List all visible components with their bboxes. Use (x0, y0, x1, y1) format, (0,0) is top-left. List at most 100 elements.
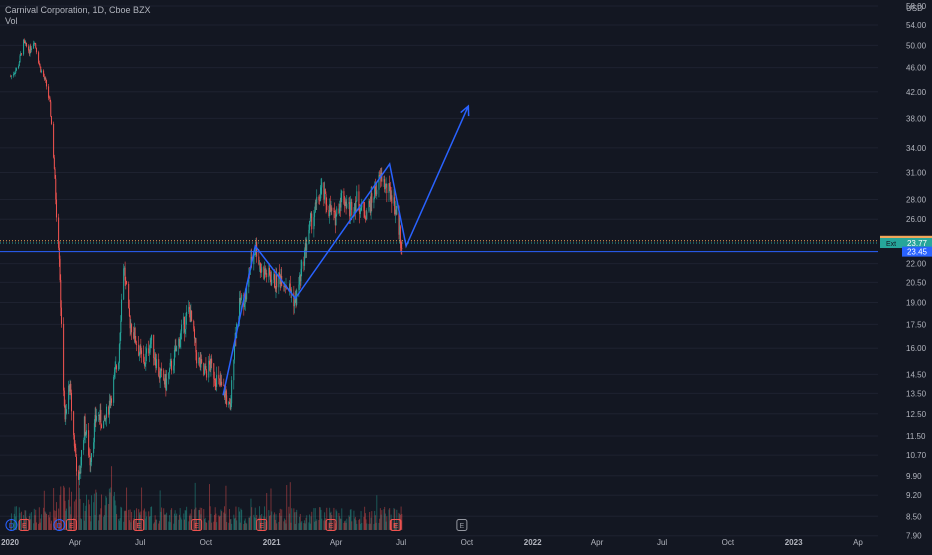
volume-bar (343, 522, 345, 530)
volume-bar (224, 506, 225, 530)
volume-bar (348, 515, 350, 530)
candle-body (298, 284, 300, 290)
candle-body (225, 391, 227, 396)
volume-bar (138, 512, 140, 530)
volume-bar (324, 518, 326, 530)
volume-bar (113, 496, 115, 530)
price-tick-label: 16.00 (906, 344, 927, 353)
volume-bar (281, 509, 283, 530)
volume-bar (395, 523, 397, 530)
candle-body (195, 338, 197, 353)
volume-bar (304, 523, 306, 530)
candle-body (168, 368, 170, 373)
candle-body (304, 249, 306, 266)
candle-body (231, 380, 233, 404)
volume-bar (158, 523, 160, 530)
volume-bar (23, 519, 25, 530)
volume-bar (78, 465, 80, 530)
candle-body (100, 409, 102, 425)
candle-body (60, 307, 62, 324)
candle-body (96, 415, 98, 421)
volume-bar (311, 511, 313, 530)
candle-body (184, 329, 186, 333)
volume-bar (39, 522, 41, 530)
candle-body (301, 261, 303, 269)
volume-bar (154, 515, 156, 530)
volume-bar (45, 514, 47, 530)
volume-bar (389, 508, 391, 530)
volume-bar (173, 523, 175, 530)
volume-bar (179, 508, 181, 530)
candle-body (89, 456, 91, 466)
candle-body (328, 209, 330, 217)
volume-bar (319, 507, 321, 530)
volume-bar (23, 515, 25, 530)
candle-body (384, 184, 386, 190)
candle-body (314, 212, 316, 218)
time-tick-label: 2020 (1, 538, 19, 547)
candle-body (365, 218, 367, 220)
candle-body (15, 68, 17, 71)
volume-bar (103, 515, 105, 530)
volume-bar (163, 514, 165, 530)
candle-body (306, 243, 308, 251)
volume-bar (214, 507, 216, 530)
candle-body (128, 283, 130, 309)
volume-bar (366, 523, 368, 530)
volume-bar (359, 518, 361, 530)
candle-body (269, 274, 271, 280)
extended-badge-label-bg (880, 238, 902, 249)
volume-bar (65, 508, 67, 530)
candle-body (284, 285, 286, 287)
volume-bar (184, 510, 186, 530)
volume-bar (120, 506, 122, 530)
volume-bar (59, 494, 61, 530)
candle-body (273, 274, 275, 280)
time-tick-label: 2022 (524, 538, 542, 547)
candle-body (68, 385, 70, 410)
candle-body (175, 347, 177, 352)
volume-bar (223, 512, 225, 530)
candle-body (294, 300, 296, 307)
volume-bar (140, 511, 142, 530)
candle-body (359, 210, 361, 214)
volume-bar (279, 508, 281, 530)
candle-body (153, 334, 155, 359)
volume-bar (290, 522, 292, 530)
candle-body (353, 211, 355, 216)
candle-body (223, 385, 225, 387)
volume-bar (218, 516, 220, 530)
candle-body (201, 359, 203, 363)
candle-body (343, 191, 345, 204)
candle-body (214, 379, 216, 383)
volume-bar (183, 519, 185, 530)
candle-body (344, 203, 346, 206)
candle-body (374, 186, 376, 199)
candle-body (40, 70, 42, 73)
volume-bar (95, 489, 97, 530)
volume-bar (81, 519, 82, 530)
volume-bar (295, 512, 297, 530)
candle-body (260, 268, 262, 273)
volume-bar (220, 509, 222, 530)
candle-body (371, 193, 373, 203)
candle-body (108, 406, 110, 415)
volume-bar (353, 510, 355, 530)
candle-body (385, 183, 387, 185)
candle-body (329, 204, 331, 212)
earnings-marker (390, 519, 402, 531)
candle-body (78, 471, 80, 480)
volume-bar (253, 514, 255, 530)
volume-bar (360, 511, 362, 530)
volume-bar (33, 508, 35, 530)
volume-bar (276, 523, 278, 530)
volume-bar (86, 494, 88, 530)
volume-bar (204, 517, 206, 530)
candle-body (158, 375, 160, 379)
volume-bar (378, 522, 380, 530)
volume-bar (145, 511, 147, 530)
candle-body (396, 206, 398, 215)
volume-bar (384, 506, 386, 530)
